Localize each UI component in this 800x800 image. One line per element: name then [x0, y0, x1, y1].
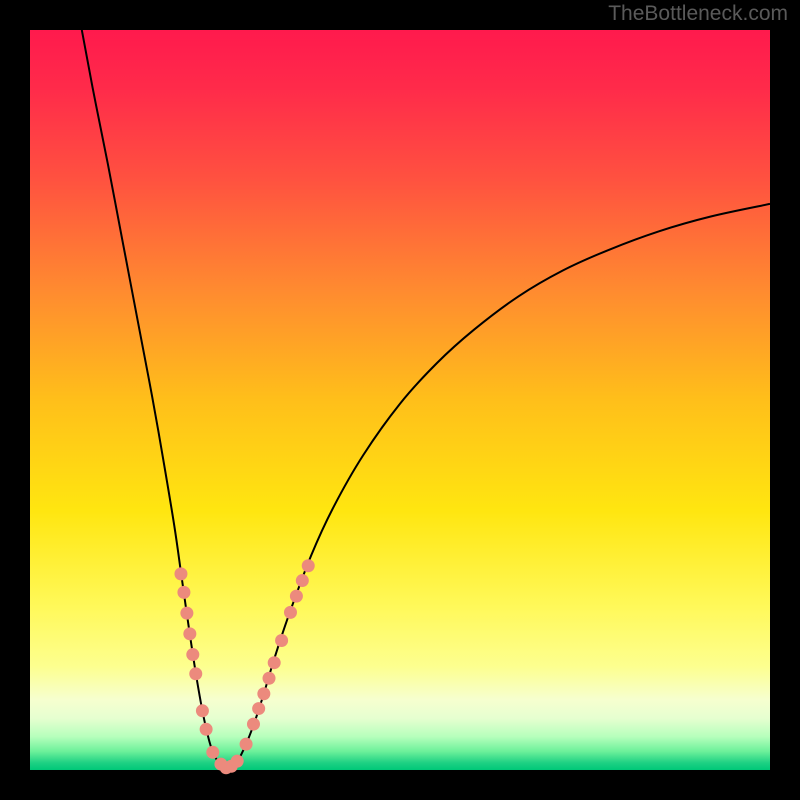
data-marker [240, 738, 253, 751]
data-marker [268, 656, 281, 669]
chart-container: TheBottleneck.com [0, 0, 800, 800]
watermark-label: TheBottleneck.com [608, 2, 788, 26]
data-marker [186, 648, 199, 661]
data-marker [257, 687, 270, 700]
plot-area [30, 30, 770, 770]
bottleneck-chart-svg [0, 0, 800, 800]
data-marker [200, 723, 213, 736]
data-marker [284, 606, 297, 619]
data-marker [189, 667, 202, 680]
data-marker [231, 755, 244, 768]
data-marker [275, 634, 288, 647]
data-marker [263, 672, 276, 685]
data-marker [302, 559, 315, 572]
data-marker [196, 704, 209, 717]
data-marker [180, 607, 193, 620]
data-marker [247, 718, 260, 731]
data-marker [252, 702, 265, 715]
data-marker [174, 567, 187, 580]
data-marker [296, 574, 309, 587]
data-marker [183, 627, 196, 640]
data-marker [206, 746, 219, 759]
data-marker [177, 586, 190, 599]
data-marker [290, 590, 303, 603]
